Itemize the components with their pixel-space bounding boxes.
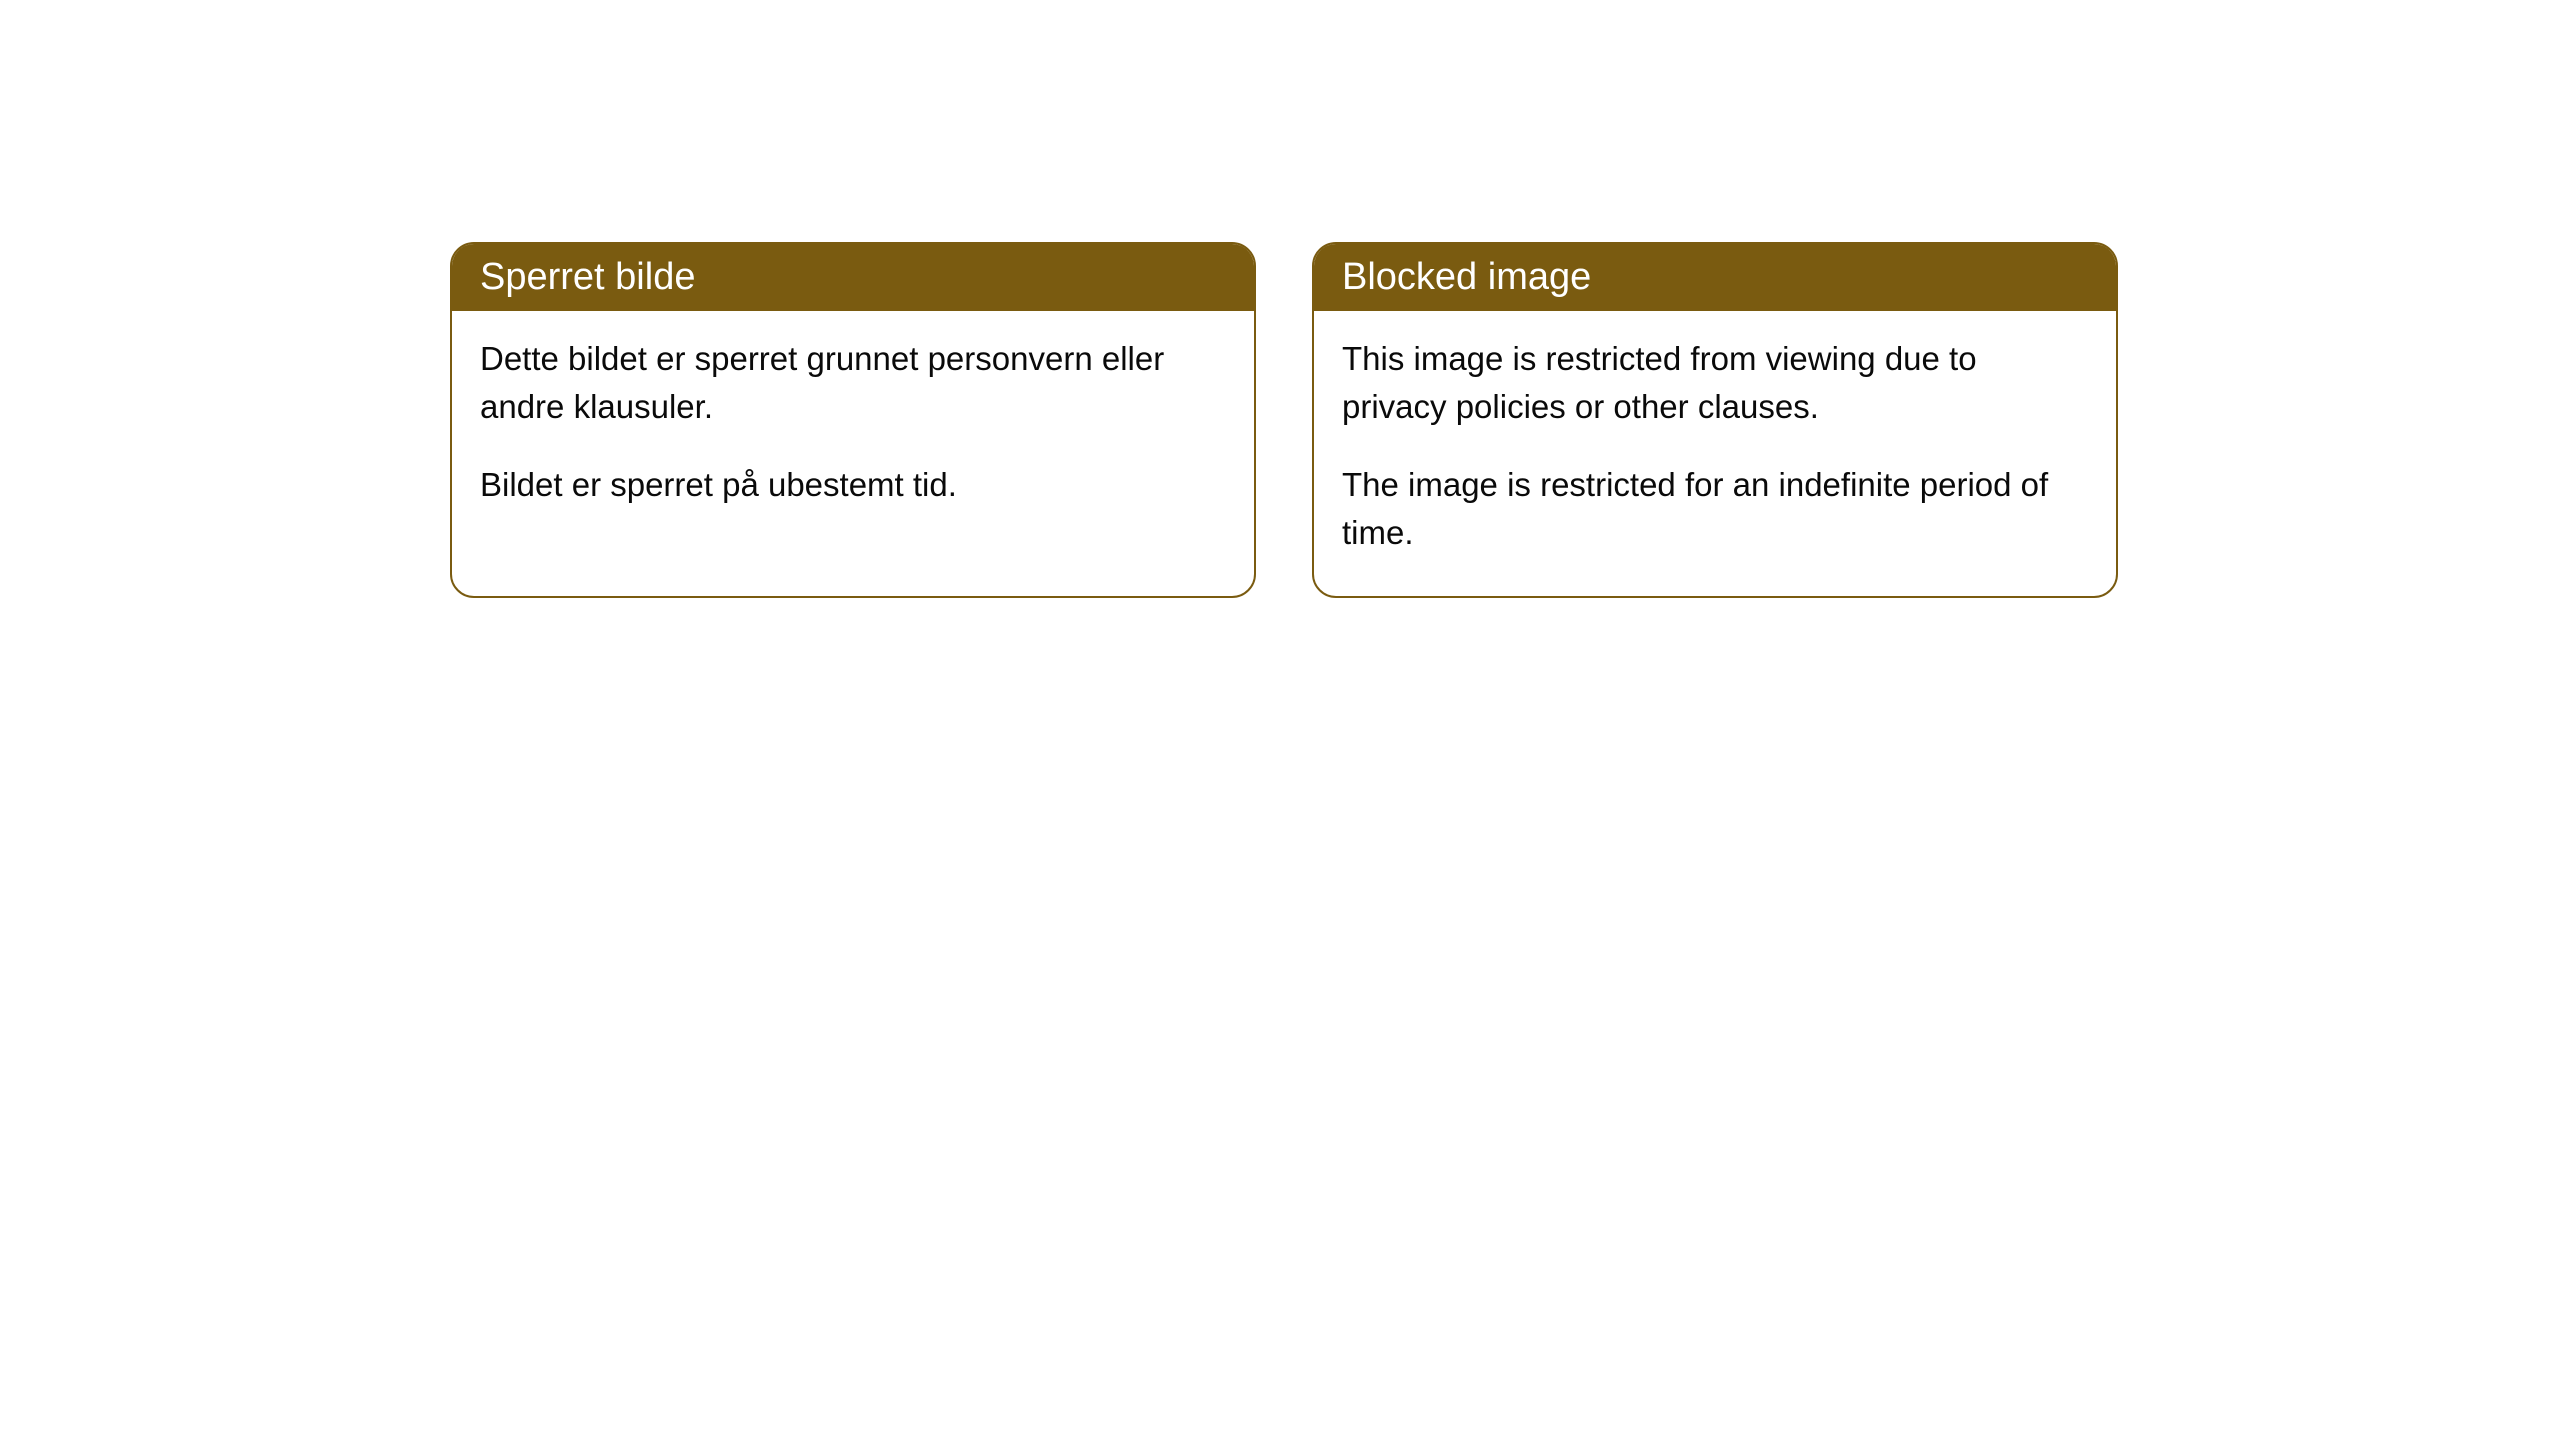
card-title: Sperret bilde (480, 256, 695, 298)
card-body-norwegian: Dette bildet er sperret grunnet personve… (452, 311, 1254, 549)
card-header-norwegian: Sperret bilde (452, 244, 1254, 311)
card-header-english: Blocked image (1314, 244, 2116, 311)
card-english: Blocked image This image is restricted f… (1312, 242, 2118, 598)
card-paragraph: Dette bildet er sperret grunnet personve… (480, 335, 1226, 431)
card-body-english: This image is restricted from viewing du… (1314, 311, 2116, 596)
card-norwegian: Sperret bilde Dette bildet er sperret gr… (450, 242, 1256, 598)
cards-container: Sperret bilde Dette bildet er sperret gr… (450, 242, 2118, 598)
card-paragraph: Bildet er sperret på ubestemt tid. (480, 461, 1226, 509)
card-title: Blocked image (1342, 256, 1591, 298)
card-paragraph: This image is restricted from viewing du… (1342, 335, 2088, 431)
card-paragraph: The image is restricted for an indefinit… (1342, 461, 2088, 557)
